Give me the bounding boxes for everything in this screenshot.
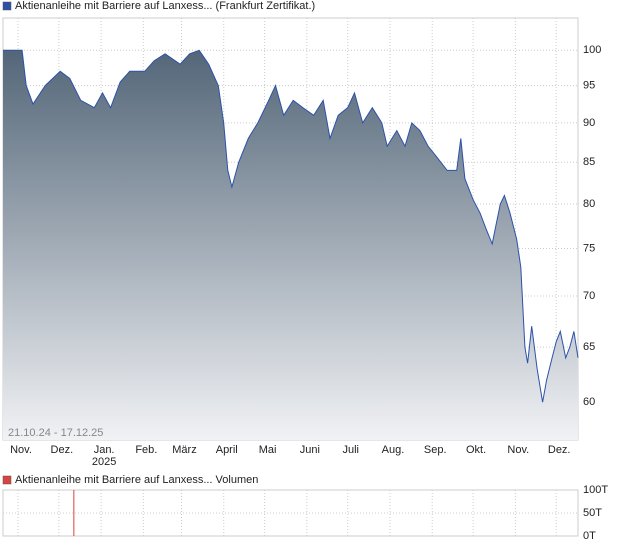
y-tick-label: 90 [583,117,595,129]
y-tick-label: 75 [583,242,595,254]
x-tick-label: Juni [299,444,320,456]
y-tick-label: 95 [583,80,595,92]
x-tick-label: Nov. [10,444,32,456]
x-tick-label: Dez. [50,444,74,456]
y-tick-label: 85 [583,156,595,168]
x-tick-label: März [172,444,197,456]
x-tick-label: Aug. [381,444,405,456]
x-tick-label: Juli [342,444,359,456]
x-tick-label: April [215,444,238,456]
y-tick-label: 80 [583,198,595,210]
x-tick-label: Sep. [423,444,447,456]
x-tick-label: Jan. 2025 [91,444,117,468]
legend-swatch [2,1,12,11]
x-tick-label: Feb. [135,444,158,456]
x-tick-label: Mai [258,444,277,456]
area-fill [3,50,578,441]
volume-bar [73,490,75,536]
y-tick-label: 70 [583,290,595,302]
y-tick-label: 60 [583,396,595,408]
x-tick-label: Nov. [507,444,530,456]
x-tick-label: Okt. [465,444,487,456]
volume-frame [2,489,579,537]
price-line [3,49,579,403]
legend-swatch [2,475,12,485]
legend-label: Aktienanleihe mit Barriere auf Lanxess..… [15,0,315,12]
legend-label: Aktienanleihe mit Barriere auf Lanxess..… [15,474,258,486]
y-tick-label: 65 [583,341,595,353]
y-tick-label: 50T [583,507,602,519]
y-tick-label: 100 [583,44,601,56]
date-range: 21.10.24 - 17.12.25 [8,427,103,439]
y-tick-label: 100T [583,484,608,496]
x-tick-label: Dez. [547,444,571,456]
y-tick-label: 0T [583,530,596,542]
